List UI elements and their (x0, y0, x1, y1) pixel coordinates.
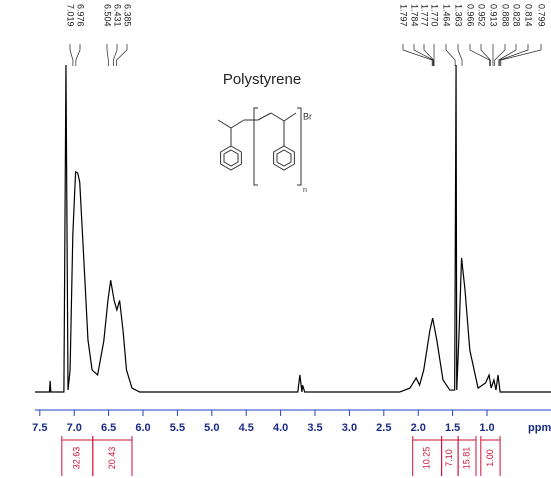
x-tick-label: 3.5 (307, 422, 322, 434)
integral-bracket (480, 436, 501, 476)
peak-label: 0.966 (466, 4, 476, 27)
peak-label: 1.770 (430, 4, 440, 27)
peak-connector (116, 44, 128, 66)
x-tick-label: 1.0 (479, 422, 494, 434)
x-tick-label: 3.0 (342, 422, 357, 434)
peak-connector (402, 44, 433, 66)
peak-label: 1.784 (410, 4, 420, 27)
bond (230, 119, 245, 129)
integral-label: 20.43 (107, 447, 117, 470)
x-tick-label: 5.0 (204, 422, 219, 434)
x-axis-label: ppm (528, 422, 551, 434)
peak-connector (445, 44, 456, 66)
x-tick-label: 4.0 (273, 422, 288, 434)
peak-label: 0.913 (489, 4, 499, 27)
x-tick-label: 2.5 (376, 422, 391, 434)
peak-label: 1.797 (399, 4, 409, 27)
ring (220, 145, 242, 171)
integral-label: 1.00 (485, 449, 495, 467)
spectrum (35, 64, 551, 393)
x-tick-label: 4.5 (239, 422, 254, 434)
chart-title: Polystyrene (223, 71, 301, 88)
peak-connector (75, 44, 81, 66)
peak-label: 1.464 (442, 4, 452, 27)
peak-label: 0.888 (501, 4, 511, 27)
integral-label: 32.63 (72, 447, 82, 470)
integral-label: 10.25 (422, 447, 432, 470)
x-tick-label: 7.0 (67, 422, 82, 434)
bond (217, 119, 232, 129)
peak-connector (113, 44, 118, 66)
peak-label: 0.828 (512, 4, 522, 27)
peak-label: 6.431 (113, 4, 123, 27)
substituent-label: Br (303, 111, 312, 121)
peak-label: 0.952 (477, 4, 487, 27)
repeat-label: n (303, 187, 307, 194)
peak-connector (500, 44, 542, 66)
peak-connector (469, 44, 490, 66)
bond (270, 112, 285, 122)
peak-label: 6.385 (123, 4, 133, 27)
peak-label: 7.019 (66, 4, 76, 27)
integral-label: 15.81 (461, 447, 471, 470)
bond (283, 112, 297, 122)
integral-label: 7.10 (444, 449, 454, 467)
x-tick-label: 2.0 (411, 422, 426, 434)
x-tick-label: 6.5 (101, 422, 116, 434)
peak-label: 1.363 (454, 4, 464, 27)
bracket (297, 107, 302, 186)
ring-inner (223, 149, 239, 167)
peak-label: 1.777 (420, 4, 430, 27)
x-tick-label: 1.5 (445, 422, 460, 434)
peak-connector (498, 44, 517, 66)
peak-connector (457, 44, 463, 66)
peak-connector (413, 44, 434, 66)
x-tick-label: 7.5 (32, 422, 47, 434)
bond (257, 112, 272, 121)
x-tick-label: 6.0 (135, 422, 150, 434)
ring-inner (276, 149, 292, 167)
peak-connector (423, 44, 434, 66)
ring (273, 145, 295, 171)
peak-label: 6.976 (76, 4, 86, 27)
peak-label: 0.799 (537, 4, 547, 27)
integral-bracket (92, 436, 133, 476)
peak-connector (480, 44, 491, 66)
integral-bracket (457, 436, 477, 476)
peak-connector (494, 44, 506, 66)
peak-label: 6.504 (103, 4, 113, 27)
peak-connector (69, 44, 74, 66)
peak-label: 0.814 (524, 4, 534, 27)
peak-connector (499, 44, 529, 66)
x-tick-label: 5.5 (170, 422, 185, 434)
structure: Br n (217, 107, 312, 194)
peak-connector (106, 44, 109, 66)
bracket (253, 107, 258, 186)
